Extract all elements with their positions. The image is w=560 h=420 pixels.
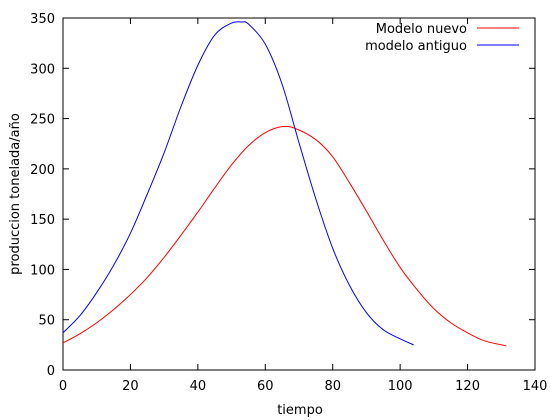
- series-line-1: [62, 125, 507, 347]
- y-tick-label: 100: [30, 263, 55, 278]
- x-tick-label: 100: [388, 379, 413, 394]
- series-layer: [62, 21, 507, 347]
- y-tick-label: 350: [30, 12, 55, 27]
- plot-border: [62, 17, 536, 371]
- x-axis-title: tiempo: [277, 403, 323, 418]
- x-tick-label: 20: [122, 379, 139, 394]
- y-tick-label: 200: [30, 163, 55, 178]
- plot-frame: [62, 17, 536, 371]
- ticks-layer: 0 20 40 60 80 100 120 140 0 50 100 150 200 250 300 350: [30, 12, 547, 394]
- x-tick-label: 0: [59, 379, 67, 394]
- y-tick-label: 150: [30, 213, 55, 228]
- y-axis-title: produccion tonelada/año: [8, 113, 23, 275]
- x-tick-label: 140: [523, 379, 548, 394]
- y-tick-label: 0: [47, 364, 55, 379]
- y-tick-label: 250: [30, 113, 55, 128]
- legend: Modelo nuevo modelo antiguo: [365, 22, 519, 54]
- x-tick-label: 60: [257, 379, 274, 394]
- legend-label: Modelo nuevo: [376, 22, 467, 37]
- legend-label: modelo antiguo: [365, 39, 467, 54]
- series-line-2: [62, 21, 414, 346]
- x-tick-label: 120: [455, 379, 480, 394]
- x-tick-label: 80: [324, 379, 341, 394]
- y-tick-label: 300: [30, 62, 55, 77]
- x-tick-label: 40: [190, 379, 207, 394]
- y-tick-label: 50: [38, 314, 55, 329]
